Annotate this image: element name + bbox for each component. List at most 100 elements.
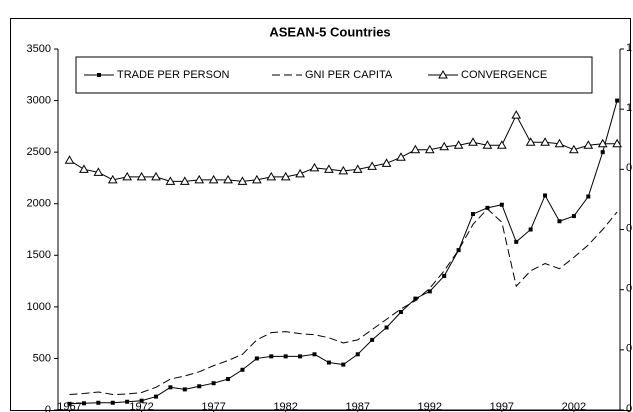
point-marker	[355, 352, 360, 357]
legend-label: GNI PER CAPITA	[305, 69, 393, 81]
legend-box	[75, 56, 593, 94]
x-tick-label: 1972	[129, 401, 153, 412]
point-marker	[384, 325, 389, 330]
point-marker	[586, 194, 591, 199]
x-tick-label: 1987	[345, 401, 369, 412]
point-marker	[252, 174, 262, 184]
point-marker	[64, 155, 75, 164]
y2-tick-label: 0.2	[626, 343, 633, 355]
point-marker	[179, 176, 190, 185]
point-marker	[309, 162, 320, 172]
point-marker	[295, 168, 305, 178]
point-marker	[153, 394, 158, 399]
point-marker	[471, 212, 476, 217]
point-marker	[381, 158, 392, 167]
y-tick-label: 0	[45, 404, 51, 412]
chart-title: ASEAN-5 Countries	[269, 24, 390, 39]
point-marker	[511, 110, 522, 119]
y-tick-label: 2000	[27, 198, 51, 210]
point-marker	[110, 400, 115, 405]
x-tick-label: 1977	[201, 401, 225, 412]
y2-tick-label: 0.6	[626, 222, 633, 234]
y-tick-label: 2500	[27, 146, 51, 158]
point-marker	[496, 140, 507, 149]
point-marker	[456, 248, 461, 253]
point-marker	[600, 150, 605, 155]
series-line	[69, 208, 618, 396]
point-marker	[107, 174, 118, 184]
point-marker	[424, 144, 435, 154]
point-marker	[514, 239, 519, 244]
point-marker	[583, 140, 594, 149]
point-marker	[67, 401, 72, 406]
point-marker	[254, 356, 259, 361]
x-tick-label: 1997	[490, 401, 514, 412]
point-marker	[367, 161, 378, 170]
legend-marker	[97, 73, 101, 77]
legend-marker	[438, 69, 448, 79]
legend-label: TRADE PER PERSON	[117, 69, 230, 81]
point-marker	[554, 138, 565, 148]
point-marker	[168, 385, 173, 390]
point-marker	[283, 354, 288, 359]
point-marker	[485, 205, 490, 210]
y2-tick-label: 0.4	[626, 283, 633, 295]
y-tick-label: 3500	[27, 43, 51, 55]
point-marker	[612, 138, 622, 148]
point-marker	[370, 337, 375, 342]
point-marker	[528, 227, 533, 232]
x-tick-label: 1967	[57, 401, 81, 412]
y-tick-label: 1500	[27, 249, 51, 261]
point-marker	[398, 310, 403, 315]
point-marker	[182, 387, 187, 392]
point-marker	[468, 137, 478, 146]
point-marker	[151, 171, 161, 181]
point-marker	[237, 176, 248, 185]
point-marker	[266, 171, 277, 181]
point-marker	[396, 152, 406, 161]
point-marker	[139, 398, 144, 403]
y2-tick-label: 0.8	[626, 162, 633, 174]
x-tick-label: 2002	[562, 401, 586, 412]
point-marker	[413, 296, 418, 301]
point-marker	[326, 360, 331, 365]
point-marker	[439, 141, 450, 151]
point-marker	[338, 165, 349, 175]
point-marker	[81, 401, 86, 406]
point-marker	[211, 381, 216, 386]
point-marker	[122, 171, 133, 181]
point-marker	[93, 167, 104, 176]
y2-tick-label: 1.2	[626, 42, 633, 54]
point-marker	[136, 171, 147, 181]
y-tick-label: 1000	[27, 301, 51, 313]
point-marker	[298, 354, 303, 359]
point-marker	[79, 164, 89, 173]
point-marker	[125, 399, 130, 404]
point-marker	[557, 219, 562, 224]
point-marker	[569, 144, 579, 154]
point-marker	[352, 164, 363, 173]
point-marker	[165, 176, 176, 185]
point-marker	[427, 289, 432, 294]
point-marker	[482, 140, 493, 149]
point-marker	[280, 171, 291, 181]
y2-tick-label: 1	[626, 102, 632, 114]
y2-tick-label: 0	[626, 403, 632, 412]
point-marker	[96, 400, 101, 405]
point-marker	[341, 362, 346, 367]
point-marker	[410, 144, 421, 154]
point-marker	[442, 273, 447, 278]
y-tick-label: 500	[33, 352, 51, 364]
x-tick-label: 1992	[418, 401, 442, 412]
point-marker	[223, 174, 233, 184]
point-marker	[615, 98, 620, 103]
x-tick-label: 1982	[273, 401, 297, 412]
y-tick-label: 3000	[27, 94, 51, 106]
point-marker	[226, 377, 231, 382]
point-marker	[499, 202, 504, 207]
point-marker	[540, 137, 550, 146]
point-marker	[269, 354, 274, 359]
legend-label: CONVERGENCE	[461, 69, 547, 81]
point-marker	[571, 214, 576, 219]
